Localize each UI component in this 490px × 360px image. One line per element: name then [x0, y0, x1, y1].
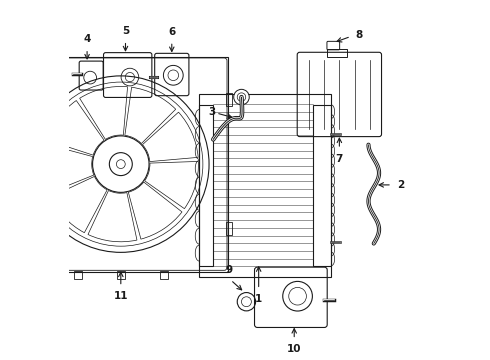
Text: 7: 7	[336, 154, 343, 163]
Text: 8: 8	[356, 30, 363, 40]
Text: 2: 2	[397, 180, 404, 190]
Text: 3: 3	[208, 107, 215, 117]
Bar	[225, 222, 232, 235]
Bar	[313, 104, 331, 266]
Text: 5: 5	[122, 26, 129, 36]
Bar	[225, 93, 232, 106]
Text: 9: 9	[225, 265, 232, 275]
Text: 10: 10	[287, 344, 301, 354]
Bar	[13, 222, 20, 235]
Bar	[199, 104, 213, 266]
Bar	[74, 271, 82, 279]
Bar	[13, 93, 20, 106]
Text: 11: 11	[114, 292, 128, 301]
Bar	[117, 271, 125, 279]
Bar	[199, 94, 331, 277]
Bar	[160, 271, 168, 279]
Text: 6: 6	[168, 27, 175, 37]
Text: 4: 4	[83, 34, 91, 44]
Circle shape	[234, 89, 249, 105]
Bar	[327, 49, 347, 57]
Text: 1: 1	[255, 294, 262, 304]
Bar	[13, 57, 228, 272]
